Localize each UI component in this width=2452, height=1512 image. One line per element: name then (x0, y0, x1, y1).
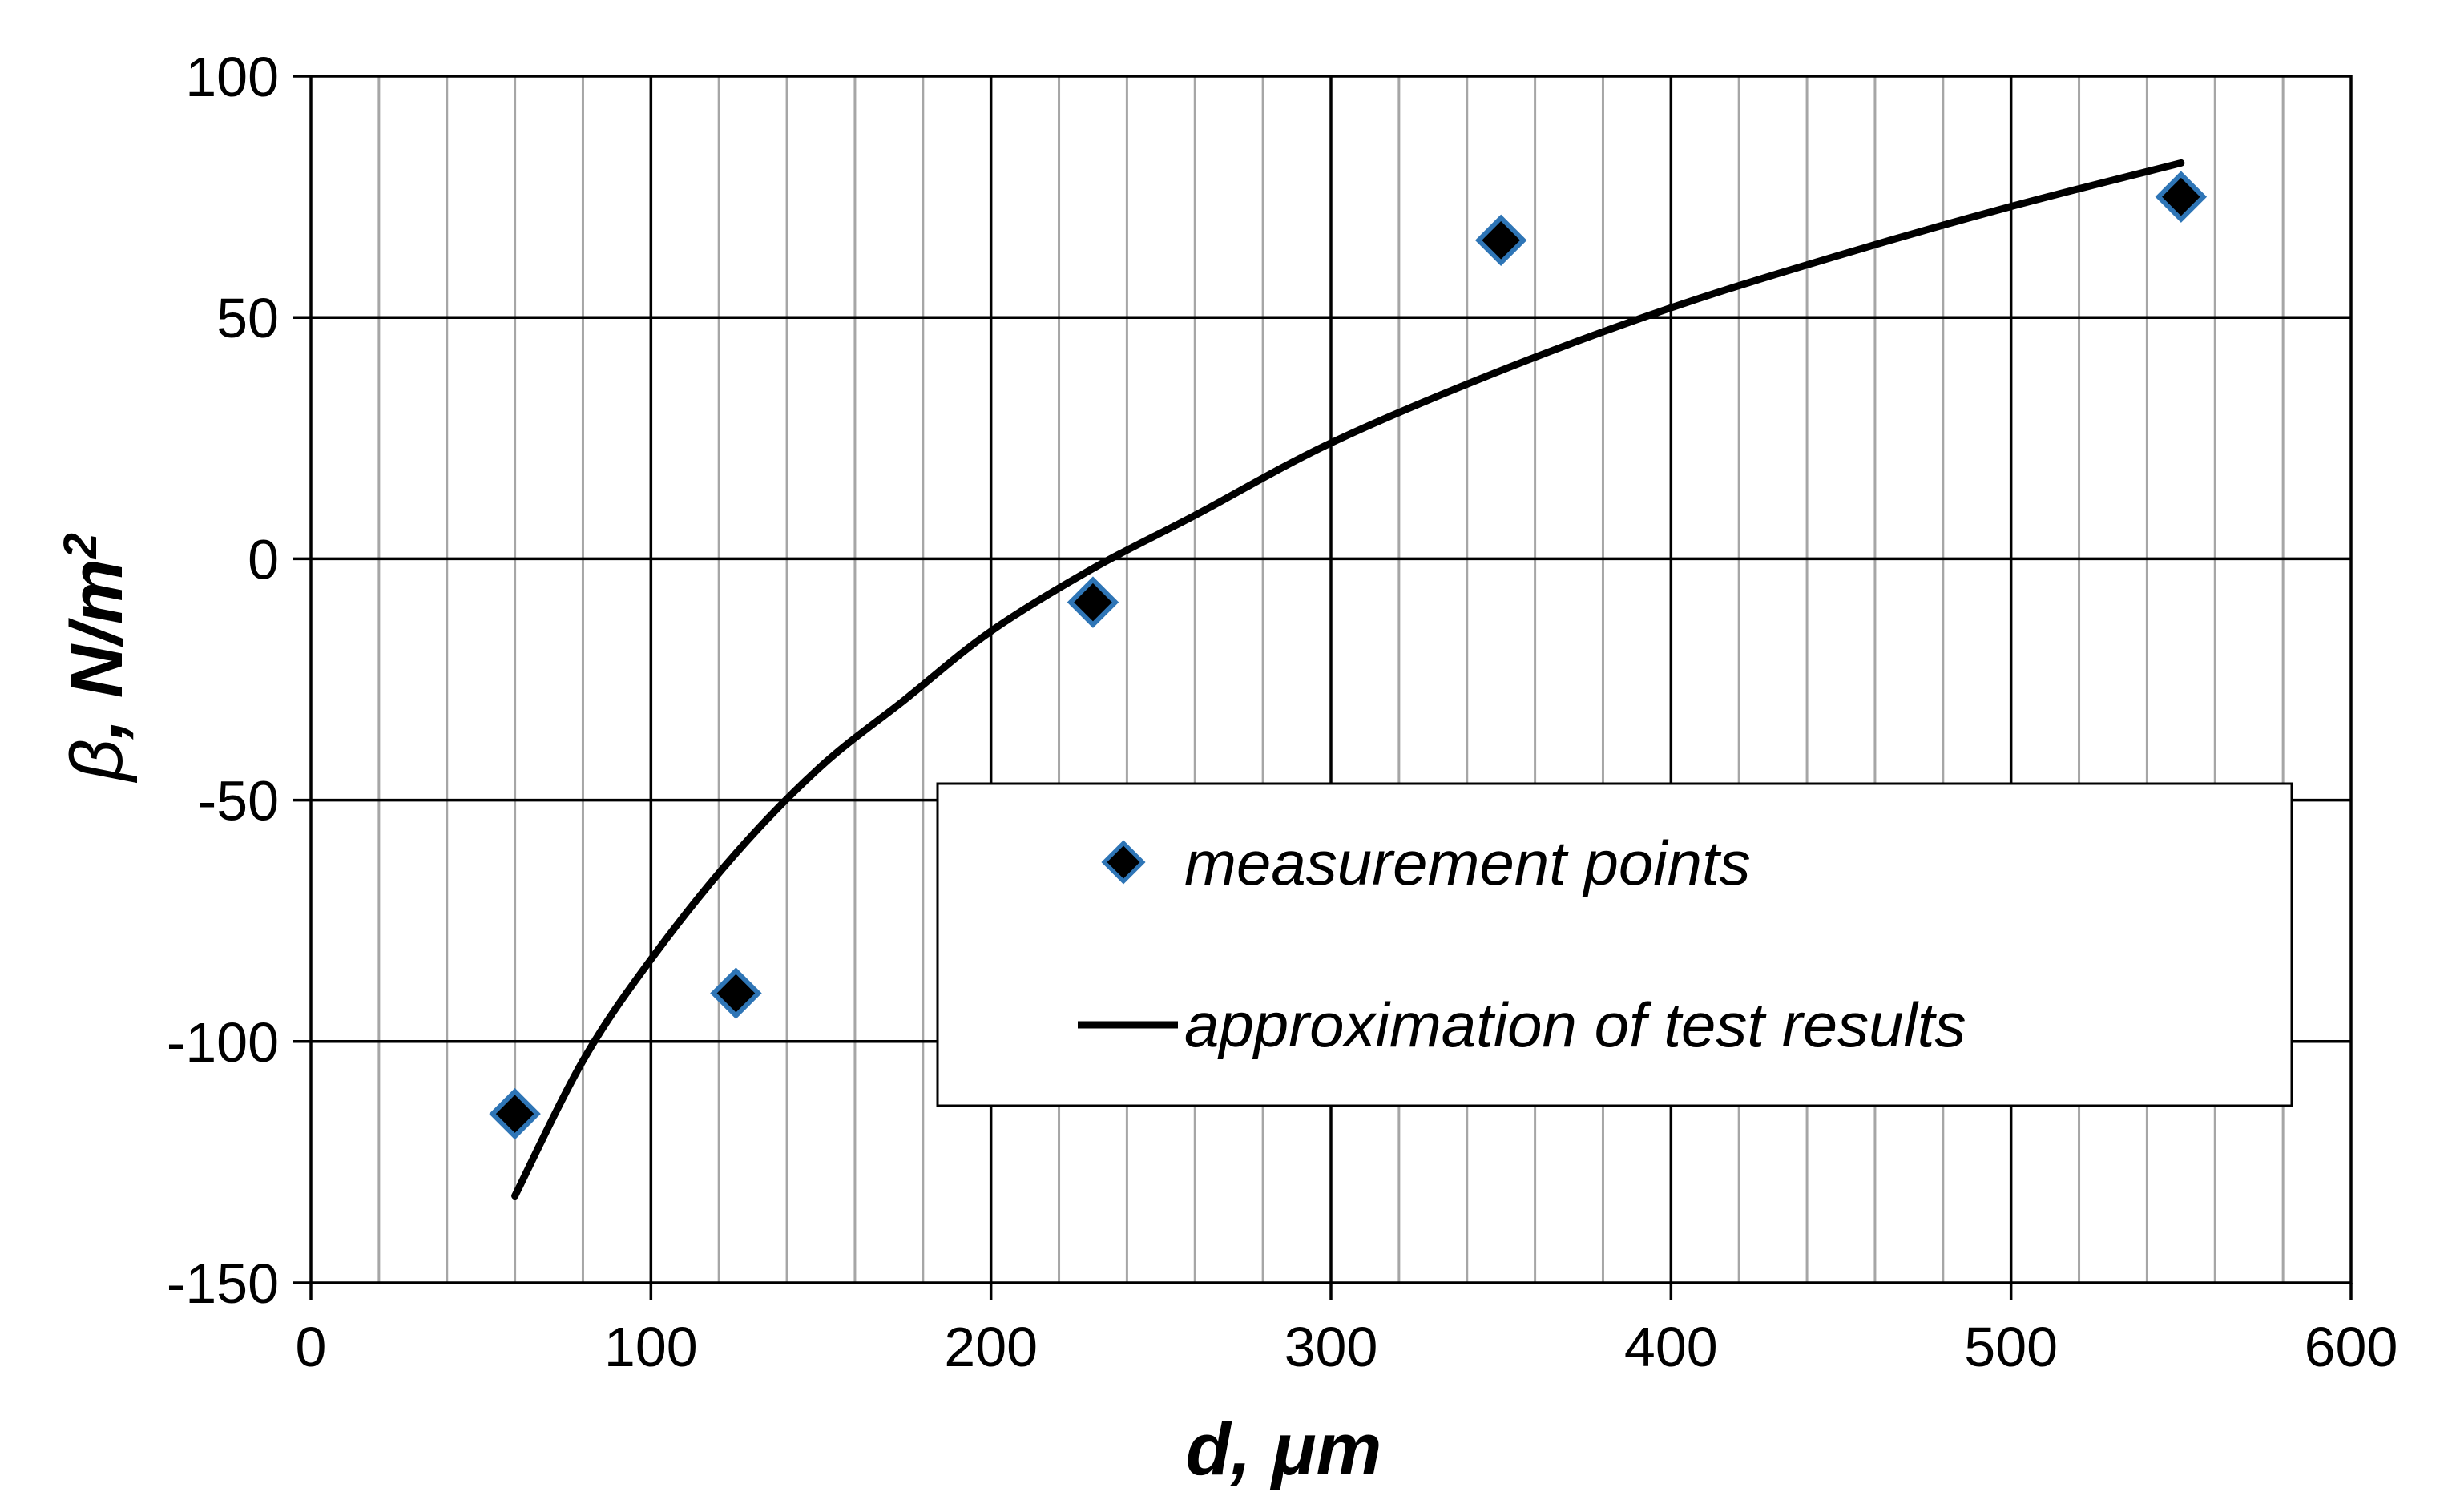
y-tick-label: -150 (167, 1252, 279, 1315)
x-tick-label: 400 (1624, 1316, 1718, 1378)
legend-item-measurement-points: measurement points (1101, 828, 1751, 898)
measurement-point (489, 1087, 541, 1140)
y-axis-tick-labels: -150 -100 -50 0 50 100 (167, 46, 279, 1315)
x-axis-tick-labels: 0 100 200 300 400 500 600 (296, 1316, 2398, 1378)
x-tick-label: 0 (296, 1316, 327, 1378)
legend-item-approximation: approximation of test results (1078, 990, 1966, 1060)
measurement-points-series (489, 171, 2208, 1140)
y-axis-title-superscript: 2 (54, 533, 107, 559)
legend: measurement points approximation of test… (936, 782, 2293, 1107)
y-tick-label: -100 (167, 1011, 279, 1074)
y-tick-label: -50 (198, 770, 279, 833)
x-tick-label: 500 (1964, 1316, 2058, 1378)
y-axis-title-symbol: β (56, 739, 138, 784)
legend-label-approximation: approximation of test results (1184, 990, 1966, 1060)
measurement-point (710, 967, 762, 1019)
y-axis-title-unit: , N/m (56, 558, 138, 740)
axis-ticks (293, 75, 2353, 1300)
x-tick-label: 200 (944, 1316, 1038, 1378)
y-axis-title: β, N/m2 (54, 533, 138, 784)
measurement-point (1067, 576, 1119, 628)
legend-box (936, 782, 2293, 1107)
legend-label-measurement-points: measurement points (1184, 828, 1751, 898)
x-tick-label: 100 (604, 1316, 698, 1378)
approximation-curve (511, 159, 2185, 1200)
x-tick-label: 300 (1284, 1316, 1378, 1378)
y-tick-label: 50 (216, 287, 279, 349)
measurement-point (2155, 171, 2208, 223)
x-tick-label: 600 (2305, 1316, 2398, 1378)
x-axis-title: d, μm (1186, 1409, 1382, 1490)
measurement-point (1474, 214, 1527, 267)
legend-diamond-marker (1101, 840, 1146, 885)
y-tick-label: 100 (185, 46, 279, 108)
y-tick-label: 0 (248, 528, 279, 591)
approximation-series (511, 159, 2185, 1200)
